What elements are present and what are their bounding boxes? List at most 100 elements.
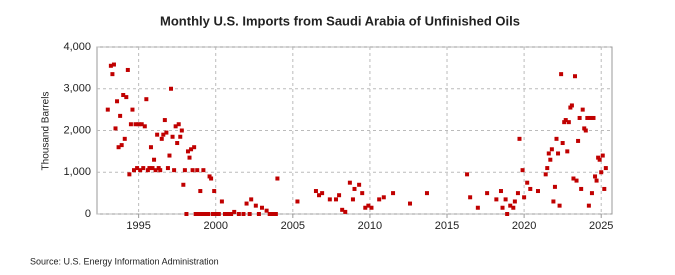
data-point [212, 189, 217, 194]
data-point [196, 212, 201, 216]
data-point [182, 168, 187, 173]
data-point [552, 184, 557, 189]
data-point [585, 115, 590, 120]
data-point [264, 208, 269, 213]
data-point [357, 182, 362, 187]
data-point [202, 212, 207, 216]
data-point [132, 168, 137, 173]
data-point [377, 197, 382, 202]
data-point [241, 212, 246, 216]
data-point [172, 168, 177, 173]
data-point [190, 168, 195, 173]
data-point [591, 115, 596, 120]
data-point [559, 72, 564, 77]
data-point [147, 166, 152, 171]
data-point [408, 201, 413, 206]
data-point [270, 212, 275, 216]
data-point [337, 193, 342, 198]
data-point [588, 115, 593, 120]
data-point [162, 118, 167, 123]
data-point [424, 191, 429, 196]
data-point [125, 67, 130, 72]
data-point [207, 174, 212, 179]
data-point [118, 113, 123, 118]
data-point [528, 186, 533, 191]
data-point [210, 212, 215, 216]
data-point [569, 103, 574, 108]
data-point [249, 197, 254, 202]
data-point [142, 124, 147, 129]
data-point [596, 155, 601, 160]
data-point [175, 141, 180, 146]
data-point [543, 172, 548, 177]
data-point [333, 197, 338, 202]
data-point [517, 136, 522, 141]
data-point [494, 197, 499, 202]
data-point [562, 120, 567, 125]
data-point [108, 63, 113, 68]
data-point [185, 149, 190, 154]
y-tick-label: 0 [85, 208, 91, 220]
source-note: Source: U.S. Energy Information Administ… [30, 256, 219, 266]
data-point [577, 115, 582, 120]
x-tick-label: 2020 [512, 220, 536, 232]
data-point [213, 212, 218, 216]
data-point [209, 176, 214, 181]
data-point [119, 143, 124, 148]
data-point [500, 205, 505, 210]
data-point [560, 141, 565, 146]
data-point [597, 157, 602, 162]
data-point [170, 134, 175, 139]
data-point [485, 191, 490, 196]
data-point [135, 166, 140, 171]
data-point [199, 212, 204, 216]
data-point [594, 178, 599, 183]
data-point [153, 168, 158, 173]
data-point [253, 203, 258, 208]
data-point [295, 199, 300, 204]
data-point [229, 212, 234, 216]
y-tick-label: 2,000 [63, 124, 91, 136]
x-tick-label: 2005 [281, 220, 305, 232]
data-point [572, 74, 577, 79]
data-point [121, 93, 126, 98]
data-point [317, 193, 322, 198]
data-point [158, 168, 163, 173]
data-point [232, 209, 237, 214]
data-point [187, 155, 192, 160]
data-point [576, 138, 581, 143]
data-point [156, 166, 161, 171]
data-point [179, 128, 184, 133]
data-point [574, 178, 579, 183]
x-tick-label: 1995 [126, 220, 150, 232]
data-point [343, 209, 348, 214]
data-point [206, 212, 211, 216]
data-point [602, 186, 607, 191]
data-point [522, 195, 527, 200]
data-point [184, 212, 189, 216]
data-point [554, 136, 559, 141]
data-point [556, 151, 561, 156]
data-point [193, 212, 198, 216]
data-point [116, 145, 121, 150]
data-point [164, 130, 169, 135]
data-point [583, 128, 588, 133]
data-point [222, 212, 227, 216]
data-point [593, 174, 598, 179]
data-point [247, 212, 252, 216]
data-point [548, 157, 553, 162]
data-point [115, 99, 120, 104]
data-point [165, 166, 170, 171]
data-point [124, 95, 129, 100]
y-tick-label: 3,000 [63, 83, 91, 95]
data-point [236, 212, 241, 216]
data-point [159, 136, 164, 141]
data-point [546, 151, 551, 156]
data-point [313, 189, 318, 194]
data-point [366, 203, 371, 208]
data-point [363, 205, 368, 210]
data-point [571, 176, 576, 181]
data-point [340, 207, 345, 212]
data-point [579, 186, 584, 191]
data-point [515, 191, 520, 196]
